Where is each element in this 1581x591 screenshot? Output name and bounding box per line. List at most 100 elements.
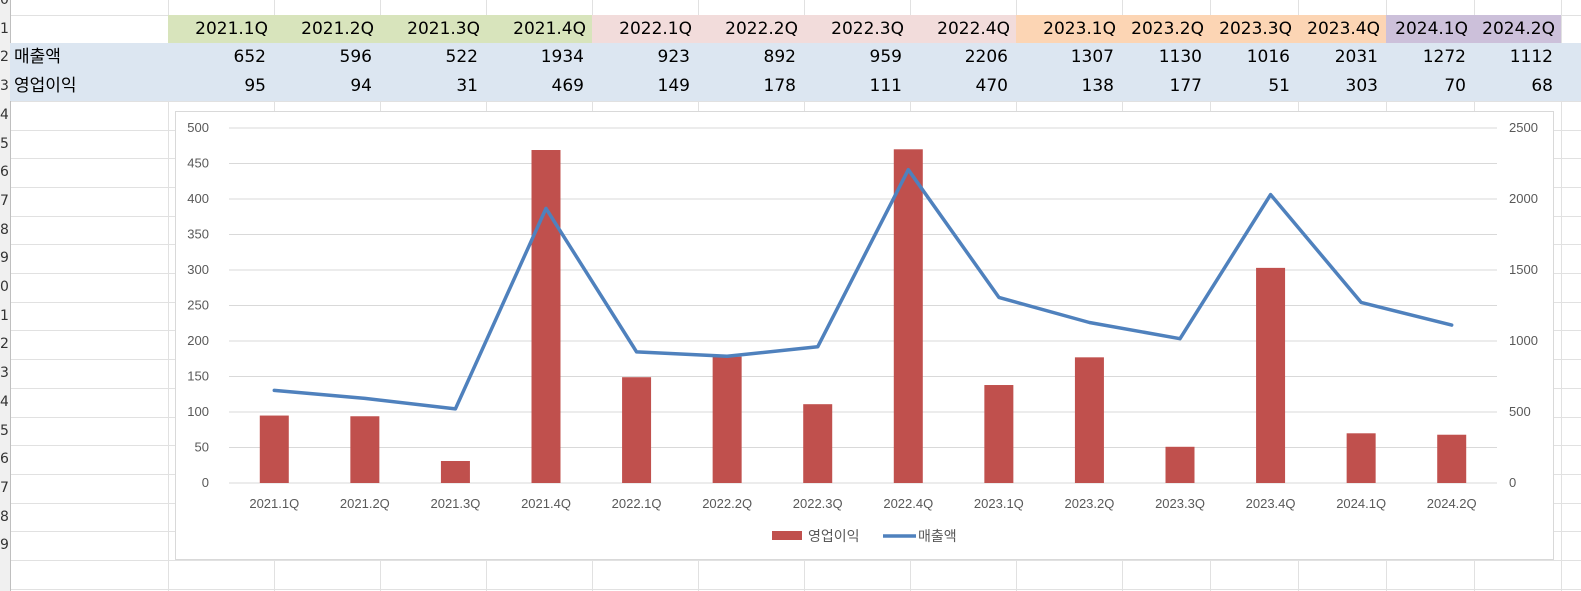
value-cell[interactable]: 652 <box>168 43 274 73</box>
quarter-header-cell[interactable]: 2021.4Q <box>486 14 592 44</box>
right-axis-tick-label: 2500 <box>1509 120 1538 135</box>
row-header-strip <box>0 0 11 591</box>
quarter-header-cell[interactable]: 2021.1Q <box>168 14 274 44</box>
quarter-header-cell[interactable]: 2023.1Q <box>1016 14 1122 44</box>
bar-2023.1Q <box>984 385 1014 483</box>
value-cell[interactable]: 469 <box>486 72 592 101</box>
x-axis-tick-label: 2022.4Q <box>883 496 933 511</box>
right-axis-tick-label: 1500 <box>1509 262 1538 277</box>
x-axis-tick-label: 2023.1Q <box>974 496 1024 511</box>
quarter-header-cell[interactable]: 2021.2Q <box>274 14 380 44</box>
value-cell[interactable]: 31 <box>380 72 486 101</box>
value-cell[interactable]: 68 <box>1474 72 1561 101</box>
value-cell[interactable]: 95 <box>168 72 274 101</box>
row-number[interactable]: 7 <box>0 192 8 209</box>
value-cell[interactable]: 303 <box>1298 72 1386 101</box>
value-cell[interactable]: 1307 <box>1016 43 1122 73</box>
bar-2022.3Q <box>803 404 833 483</box>
left-axis-tick-label: 300 <box>187 262 209 277</box>
value-cell[interactable]: 892 <box>698 43 804 73</box>
bar-2022.4Q <box>893 149 923 484</box>
bar-2021.1Q <box>259 415 289 483</box>
value-cell[interactable]: 1016 <box>1210 43 1298 73</box>
value-cell[interactable]: 111 <box>804 72 910 101</box>
left-axis-tick-label: 500 <box>187 120 209 135</box>
row-number[interactable]: 4 <box>0 393 8 410</box>
quarter-header-cell[interactable]: 2023.4Q <box>1298 14 1386 44</box>
row-number[interactable]: 3 <box>0 78 8 95</box>
quarter-header-cell[interactable]: 2022.4Q <box>910 14 1016 44</box>
bar-2021.2Q <box>350 416 380 483</box>
value-cell[interactable]: 2206 <box>910 43 1016 73</box>
row-fill <box>1561 72 1581 101</box>
x-axis-tick-label: 2023.4Q <box>1246 496 1296 511</box>
row-number[interactable]: 4 <box>0 106 8 123</box>
right-axis-tick-label: 1000 <box>1509 333 1538 348</box>
x-axis-tick-label: 2021.2Q <box>340 496 390 511</box>
quarter-header-cell[interactable]: 2023.2Q <box>1122 14 1210 44</box>
bar-2023.4Q <box>1256 267 1286 483</box>
row-label-cell[interactable]: 영업이익 <box>10 72 168 101</box>
value-cell[interactable]: 51 <box>1210 72 1298 101</box>
row-number[interactable]: 5 <box>0 135 8 152</box>
bar-2023.3Q <box>1165 446 1195 483</box>
value-cell[interactable]: 923 <box>592 43 698 73</box>
row-number[interactable]: 6 <box>0 451 8 468</box>
value-cell[interactable]: 959 <box>804 43 910 73</box>
row-number[interactable]: 3 <box>0 365 8 382</box>
value-cell[interactable]: 149 <box>592 72 698 101</box>
left-axis-tick-label: 200 <box>187 333 209 348</box>
value-cell[interactable]: 470 <box>910 72 1016 101</box>
value-cell[interactable]: 70 <box>1386 72 1474 101</box>
row-number[interactable]: 5 <box>0 422 8 439</box>
value-cell[interactable]: 522 <box>380 43 486 73</box>
bar-2021.4Q <box>531 150 561 483</box>
value-cell[interactable]: 178 <box>698 72 804 101</box>
row-number[interactable]: 0 <box>0 279 8 295</box>
row-number[interactable]: 8 <box>0 508 8 525</box>
right-axis-tick-label: 500 <box>1509 404 1531 419</box>
quarter-header-cell[interactable]: 2024.2Q <box>1474 14 1561 44</box>
quarter-header-cell[interactable]: 2022.1Q <box>592 14 698 44</box>
row-number[interactable]: 7 <box>0 479 8 496</box>
right-axis-tick-label: 0 <box>1509 475 1516 490</box>
row-number[interactable]: 2 <box>0 336 8 353</box>
row-number[interactable]: 2 <box>0 49 8 66</box>
row-number[interactable]: 8 <box>0 221 8 238</box>
value-cell[interactable]: 94 <box>274 72 380 101</box>
row-number[interactable]: 0 <box>0 0 8 8</box>
value-cell[interactable]: 1112 <box>1474 43 1561 73</box>
chart-svg: 0 50 100 150 200 250 300 350 400 450 500 0 500 1000 15… <box>187 120 1538 545</box>
value-cell[interactable]: 1272 <box>1386 43 1474 73</box>
row-number[interactable]: 1 <box>0 20 8 37</box>
combo-chart[interactable]: 0 50 100 150 200 250 300 350 400 450 500 0 500 1000 15… <box>175 111 1554 560</box>
value-cell[interactable]: 2031 <box>1298 43 1386 73</box>
quarter-header-cell[interactable]: 2022.3Q <box>804 14 910 44</box>
right-axis-tick-label: 2000 <box>1509 191 1538 206</box>
bar-2022.2Q <box>712 356 742 483</box>
left-axis-tick-label: 350 <box>187 227 209 242</box>
value-cell[interactable]: 138 <box>1016 72 1122 101</box>
revenue-line <box>272 167 1454 411</box>
value-cell[interactable]: 1130 <box>1122 43 1210 73</box>
grid-row-line <box>0 100 1581 102</box>
row-number[interactable]: 6 <box>0 164 8 181</box>
x-axis-tick-label: 2023.2Q <box>1064 496 1114 511</box>
grid-row-line <box>0 560 1581 561</box>
value-cell[interactable]: 1934 <box>486 43 592 73</box>
quarter-header-cell[interactable]: 2023.3Q <box>1210 14 1298 44</box>
quarter-header-cell[interactable]: 2022.2Q <box>698 14 804 44</box>
grid-col-line <box>168 0 169 591</box>
left-axis-tick-label: 0 <box>202 475 209 490</box>
x-axis-tick-label: 2021.4Q <box>521 496 571 511</box>
legend-label-bar: 영업이익 <box>808 529 860 545</box>
quarter-header-cell[interactable]: 2021.3Q <box>380 14 486 44</box>
value-cell[interactable]: 177 <box>1122 72 1210 101</box>
bar-2021.3Q <box>440 460 470 483</box>
row-label-cell[interactable]: 매출액 <box>10 43 168 73</box>
row-number[interactable]: 9 <box>0 250 8 267</box>
quarter-header-cell[interactable]: 2024.1Q <box>1386 14 1474 44</box>
row-number[interactable]: 1 <box>0 307 8 324</box>
row-number[interactable]: 9 <box>0 537 8 554</box>
value-cell[interactable]: 596 <box>274 43 380 73</box>
